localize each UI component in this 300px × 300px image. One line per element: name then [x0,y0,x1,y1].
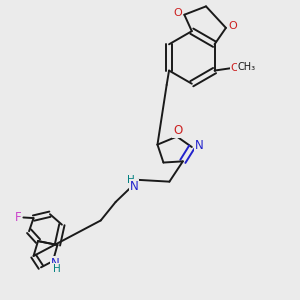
Text: O: O [173,8,182,18]
Text: N: N [51,257,60,270]
Text: O: O [230,63,239,73]
Text: CH₃: CH₃ [238,62,256,72]
Text: H: H [53,263,61,274]
Text: H: H [127,176,134,185]
Text: O: O [228,21,237,31]
Text: O: O [173,124,183,137]
Text: N: N [130,180,139,193]
Text: N: N [195,139,204,152]
Text: F: F [15,211,21,224]
